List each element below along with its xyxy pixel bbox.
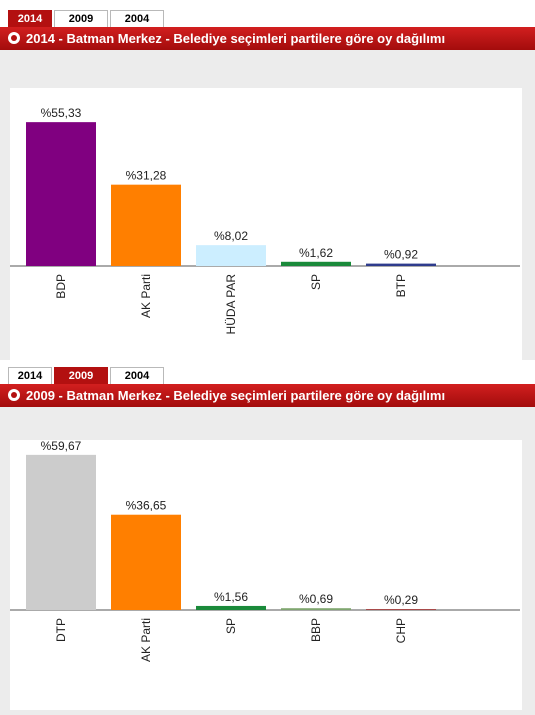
year-tabs: 2014 2009 2004 — [8, 367, 166, 384]
bar-sp — [196, 605, 266, 610]
x-tick-label: SP — [224, 618, 238, 634]
bar-ak-parti — [111, 184, 181, 266]
x-tick-label: BTP — [394, 274, 408, 297]
info-icon — [8, 389, 20, 401]
x-tick-label: DTP — [54, 618, 68, 642]
election-panel-2014: 2014 2009 2004 2014 - Batman Merkez - Be… — [0, 10, 535, 378]
panel-title: 2009 - Batman Merkez - Belediye seçimler… — [26, 388, 446, 403]
tab-2004[interactable]: 2004 — [110, 367, 164, 384]
x-tick-label: HÜDA PAR — [224, 274, 238, 335]
x-tick-label: AK Parti — [139, 618, 153, 662]
tab-2014[interactable]: 2014 — [8, 10, 52, 27]
chart-area: %55,33 BDP %31,28 AK Parti %8,02 HÜDA PAR %1,6… — [0, 50, 535, 378]
panel-title: 2014 - Batman Merkez - Belediye seçimler… — [26, 31, 446, 46]
bar-bdp — [26, 122, 96, 266]
x-tick-label: SP — [309, 274, 323, 290]
bar-sp — [281, 261, 351, 266]
bar-btp — [366, 263, 436, 266]
bar-chart-2009: %59,67 DTP %36,65 AK Parti %1,56 SP %0,69 BBP %0… — [10, 440, 522, 710]
bar-chart-2014: %55,33 BDP %31,28 AK Parti %8,02 HÜDA PAR %1,6… — [10, 88, 522, 378]
chart-area: %59,67 DTP %36,65 AK Parti %1,56 SP %0,69 BBP %0… — [0, 407, 535, 715]
bar-hüda-par — [196, 245, 266, 266]
x-tick-label: AK Parti — [139, 274, 153, 318]
data-label: %8,02 — [214, 229, 248, 243]
data-label: %59,67 — [41, 440, 82, 453]
data-label: %0,92 — [384, 248, 418, 262]
data-label: %0,69 — [299, 592, 333, 606]
bar-ak-parti — [111, 514, 181, 610]
tab-2014[interactable]: 2014 — [8, 367, 52, 384]
tab-2009[interactable]: 2009 — [54, 367, 108, 384]
data-label: %55,33 — [41, 106, 82, 120]
info-icon — [8, 32, 20, 44]
bar-dtp — [26, 454, 96, 610]
tab-2004[interactable]: 2004 — [110, 10, 164, 27]
tab-2009[interactable]: 2009 — [54, 10, 108, 27]
x-tick-label: CHP — [394, 618, 408, 643]
year-tabs: 2014 2009 2004 — [8, 10, 166, 27]
bar-chp — [366, 609, 436, 610]
data-label: %1,56 — [214, 590, 248, 604]
data-label: %1,62 — [299, 246, 333, 260]
panel-header: 2014 - Batman Merkez - Belediye seçimler… — [0, 27, 535, 50]
x-tick-label: BDP — [54, 274, 68, 299]
bar-bbp — [281, 608, 351, 610]
data-label: %31,28 — [126, 169, 167, 183]
data-label: %36,65 — [126, 499, 167, 513]
election-panel-2009: 2014 2009 2004 2009 - Batman Merkez - Be… — [0, 367, 535, 715]
data-label: %0,29 — [384, 593, 418, 607]
x-tick-label: BBP — [309, 618, 323, 642]
panel-header: 2009 - Batman Merkez - Belediye seçimler… — [0, 384, 535, 407]
